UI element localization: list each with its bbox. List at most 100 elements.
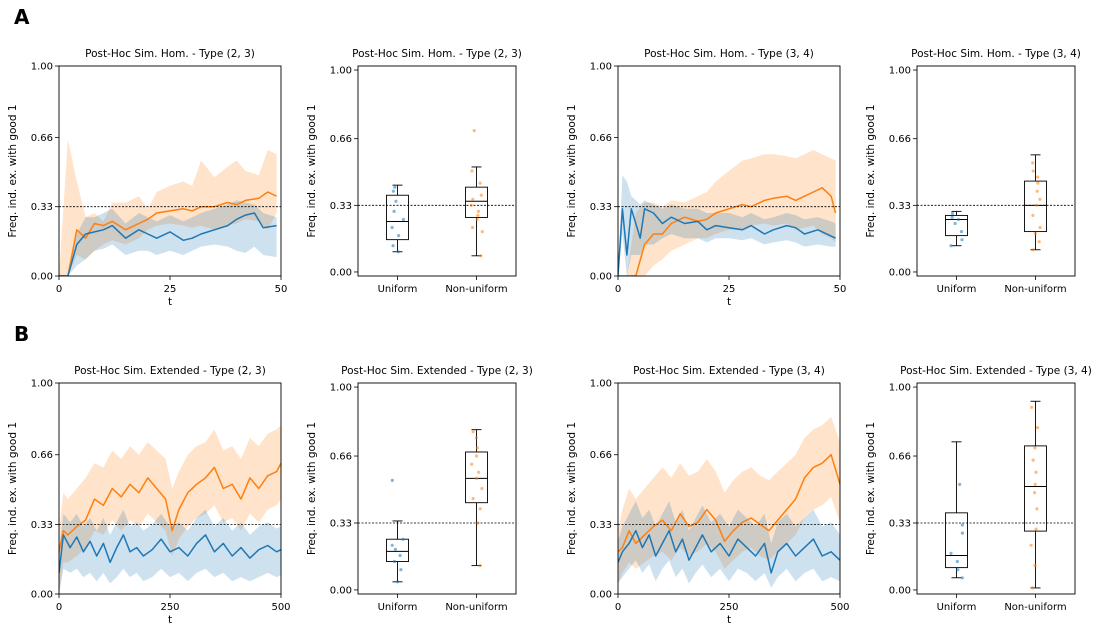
category-label: Uniform	[937, 284, 977, 295]
data-point	[397, 234, 401, 238]
panel-letter-a: A	[14, 5, 30, 29]
axes-frame	[357, 65, 517, 277]
plot-area	[59, 139, 277, 276]
box-0	[945, 441, 968, 580]
axes-frame	[58, 65, 282, 277]
box-body	[1024, 445, 1047, 532]
data-point	[391, 189, 395, 193]
data-point	[1031, 169, 1035, 173]
data-point	[1036, 175, 1040, 179]
y-tick-label: 0.33	[889, 518, 911, 529]
data-point	[1031, 161, 1035, 165]
data-point	[475, 217, 479, 222]
data-point	[478, 507, 482, 511]
data-point	[1033, 482, 1037, 486]
data-point	[1031, 248, 1035, 252]
y-tick-label: 1.00	[31, 379, 53, 390]
chart-title: Post-Hoc Sim. Hom. - Type (3, 4)	[911, 48, 1081, 60]
y-tick-label: 0.66	[590, 450, 612, 461]
x-tick-label: 0	[56, 602, 62, 613]
data-point	[392, 559, 396, 564]
data-point	[949, 244, 953, 248]
y-axis-label: Freq. ind. ex. with good 1	[306, 104, 318, 237]
x-tick-label: 0	[56, 284, 62, 295]
y-tick-label: 0.66	[889, 452, 911, 463]
data-point	[949, 551, 953, 556]
data-point	[1031, 458, 1035, 462]
data-point	[958, 482, 962, 486]
box-body	[945, 512, 968, 569]
data-point	[960, 523, 964, 527]
data-point	[480, 230, 484, 234]
data-point	[950, 215, 954, 219]
category-label: Non-uniform	[445, 602, 507, 613]
data-point	[1034, 527, 1038, 531]
data-point	[1036, 181, 1040, 185]
axes-frame	[916, 65, 1076, 277]
data-point	[393, 547, 397, 552]
panel-letter-b: B	[14, 322, 29, 346]
y-axis-label: Freq. ind. ex. with good 1	[566, 422, 578, 555]
box-1	[465, 129, 488, 258]
data-point	[390, 543, 394, 547]
chart-title: Post-Hoc Sim. Hom. - Type (2, 3)	[352, 48, 522, 60]
data-point	[392, 209, 396, 213]
y-tick-label: 1.00	[330, 66, 352, 77]
y-tick-label: 0.00	[889, 585, 911, 596]
series-line-1	[59, 534, 281, 573]
y-axis-label: Freq. ind. ex. with good 1	[7, 104, 19, 237]
y-tick-label: 0.00	[889, 267, 911, 278]
x-tick-label: 25	[164, 284, 177, 295]
box-0	[386, 478, 409, 584]
data-point	[950, 211, 955, 215]
data-point	[401, 217, 405, 222]
box-0	[945, 210, 968, 248]
data-point	[470, 462, 474, 466]
series-line-0	[59, 462, 281, 552]
data-point	[393, 185, 397, 189]
data-point	[1034, 470, 1038, 474]
y-tick-label: 0.33	[590, 520, 612, 531]
data-point	[475, 446, 479, 450]
data-point	[474, 436, 478, 440]
data-point	[472, 129, 476, 133]
data-point	[479, 254, 483, 258]
data-point	[396, 580, 400, 584]
box-body	[386, 538, 409, 562]
y-tick-label: 1.00	[590, 62, 612, 73]
confidence-band-1	[618, 501, 840, 588]
box-1	[465, 429, 488, 568]
box-1	[1024, 400, 1047, 590]
data-point	[1033, 446, 1037, 450]
data-point	[1031, 586, 1035, 590]
box-body	[386, 194, 409, 241]
data-point	[1034, 203, 1039, 207]
data-point	[398, 553, 402, 558]
chart-panel-1-3: Post-Hoc Sim. Extended - Type (3, 4) Freq…	[865, 365, 1092, 613]
y-tick-label: 0.00	[31, 590, 53, 601]
data-point	[471, 197, 475, 201]
x-tick-label: 25	[723, 284, 736, 295]
data-point	[479, 193, 483, 197]
data-point	[953, 221, 957, 226]
data-point	[401, 537, 405, 541]
data-point	[960, 238, 964, 242]
category-label: Non-uniform	[1004, 284, 1066, 295]
axes-frame	[58, 382, 282, 595]
axes-frame	[617, 65, 841, 277]
plot-area	[59, 425, 281, 594]
x-tick-label: 0	[615, 602, 621, 613]
box-1	[1024, 154, 1047, 252]
data-point	[394, 199, 398, 203]
confidence-band-1	[59, 200, 277, 276]
data-point	[478, 181, 482, 185]
chart-panel-0-3: Post-Hoc Sim. Hom. - Type (3, 4) Freq. in…	[865, 48, 1081, 295]
y-tick-label: 0.66	[31, 450, 53, 461]
data-point	[1036, 426, 1040, 430]
series-line-0	[59, 191, 277, 276]
x-tick-label: 250	[160, 602, 179, 613]
series-line-1	[618, 529, 840, 574]
y-tick-label: 0.66	[889, 134, 911, 145]
box-body	[1024, 180, 1047, 233]
